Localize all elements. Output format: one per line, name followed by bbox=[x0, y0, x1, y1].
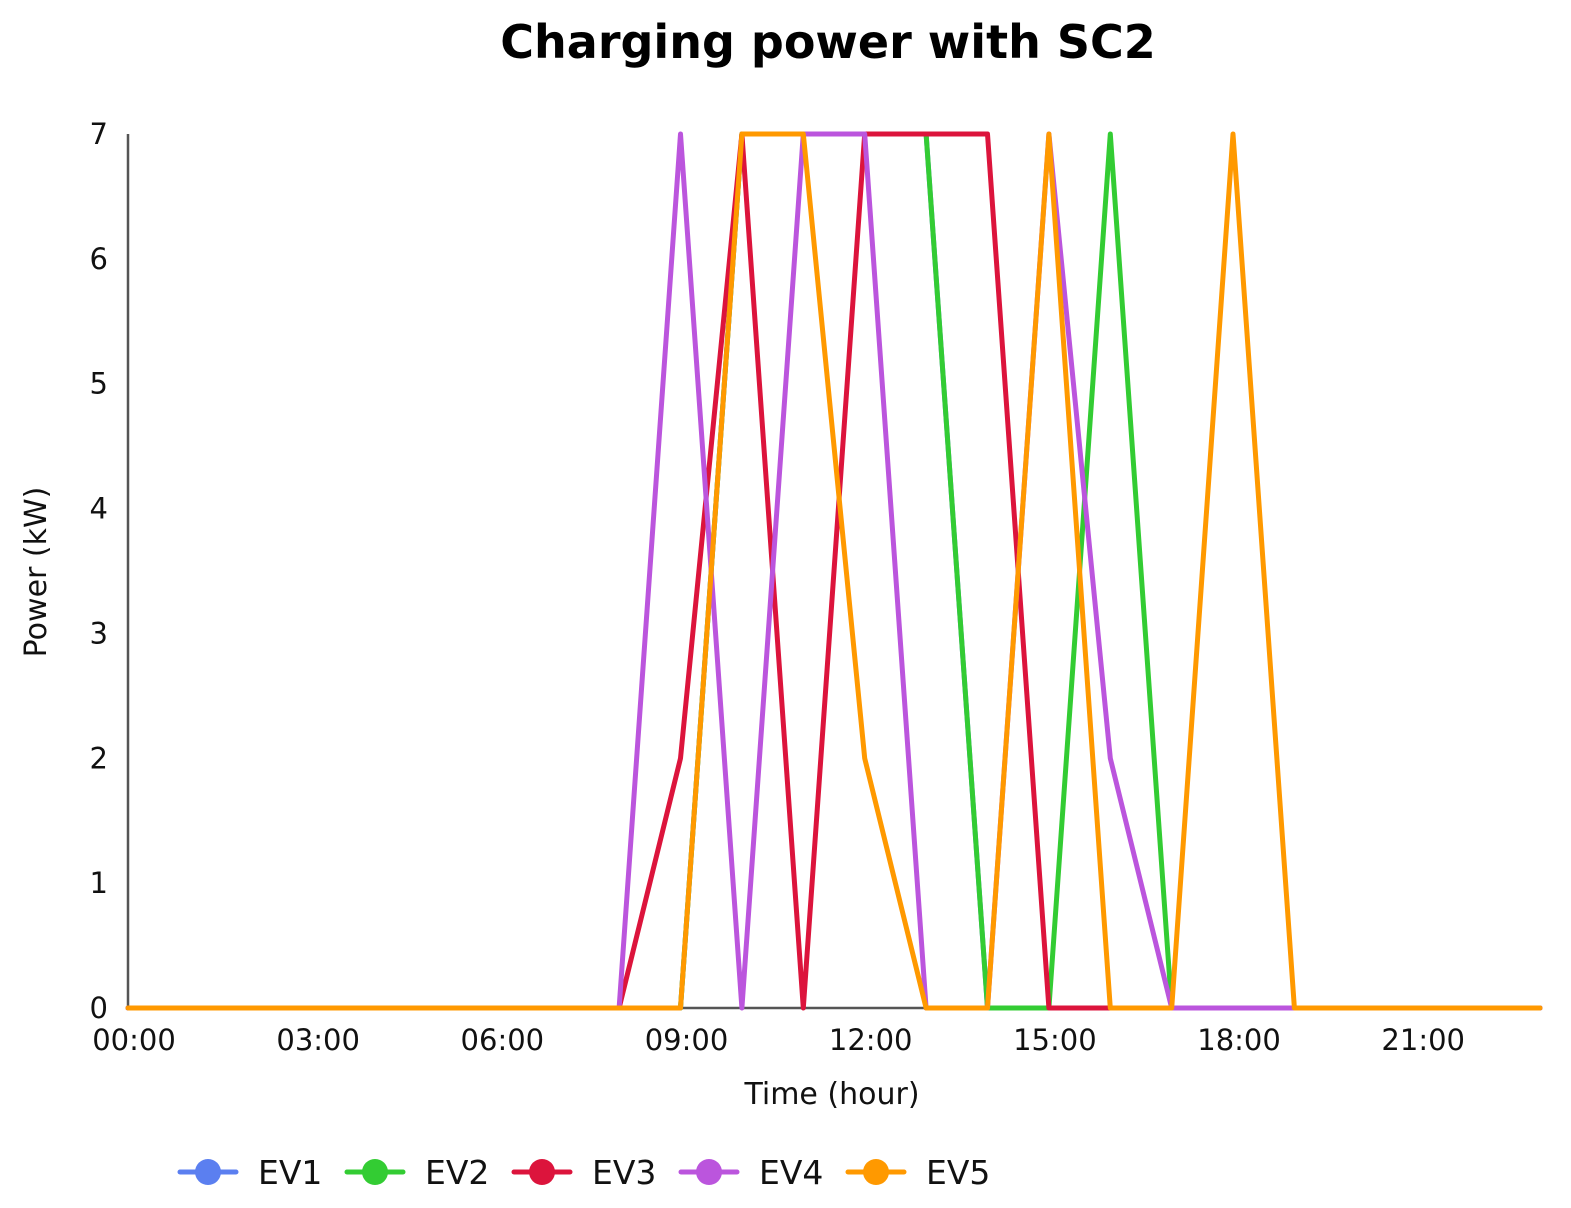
x-tick-label: 03:00 bbox=[276, 1023, 360, 1057]
x-tick-label: 18:00 bbox=[1197, 1023, 1281, 1057]
legend: EV1 EV2 EV3 EV4 EV5 bbox=[177, 1153, 990, 1192]
legend-item-ev5[interactable]: EV5 bbox=[845, 1153, 990, 1192]
x-tick-label: 15:00 bbox=[1013, 1023, 1097, 1057]
legend-label: EV1 bbox=[258, 1153, 322, 1192]
y-tick-label: 3 bbox=[90, 616, 108, 650]
legend-swatch-marker bbox=[863, 1159, 889, 1185]
legend-label: EV3 bbox=[592, 1153, 656, 1192]
x-tick-label: 06:00 bbox=[461, 1023, 545, 1057]
legend-swatch-marker bbox=[362, 1159, 388, 1185]
legend-item-ev2[interactable]: EV2 bbox=[344, 1153, 489, 1192]
y-tick-label: 5 bbox=[90, 367, 108, 401]
x-axis-label: Time (hour) bbox=[743, 1077, 919, 1112]
y-axis-label: Power (kW) bbox=[19, 487, 54, 658]
chart-title: Charging power with SC2 bbox=[500, 15, 1155, 69]
y-tick-label: 2 bbox=[90, 741, 108, 775]
y-tick-label: 7 bbox=[90, 117, 108, 151]
legend-item-ev3[interactable]: EV3 bbox=[511, 1153, 656, 1192]
x-tick-label: 00:00 bbox=[92, 1023, 176, 1057]
y-tick-labels: 0 1 2 3 4 5 6 7 bbox=[90, 117, 108, 1025]
x-tick-label: 12:00 bbox=[829, 1023, 913, 1057]
legend-item-ev1[interactable]: EV1 bbox=[177, 1153, 322, 1192]
legend-label: EV4 bbox=[759, 1153, 823, 1192]
legend-swatch-marker bbox=[195, 1159, 221, 1185]
x-tick-label: 21:00 bbox=[1381, 1023, 1465, 1057]
series-lines bbox=[125, 131, 1543, 1011]
series-line-ev5 bbox=[125, 131, 1543, 1011]
y-tick-label: 6 bbox=[90, 242, 108, 276]
series-line-ev3 bbox=[125, 131, 1543, 1011]
legend-swatch-marker bbox=[529, 1159, 555, 1185]
legend-label: EV2 bbox=[425, 1153, 489, 1192]
legend-item-ev4[interactable]: EV4 bbox=[678, 1153, 823, 1192]
x-tick-label: 09:00 bbox=[645, 1023, 729, 1057]
x-tick-labels: 00:00 03:00 06:00 09:00 12:00 15:00 18:00 21:00 bbox=[92, 1023, 1465, 1057]
legend-label: EV5 bbox=[926, 1153, 990, 1192]
y-tick-label: 1 bbox=[90, 866, 108, 900]
y-tick-label: 0 bbox=[90, 991, 108, 1025]
y-tick-label: 4 bbox=[90, 492, 108, 526]
legend-swatch-marker bbox=[696, 1159, 722, 1185]
